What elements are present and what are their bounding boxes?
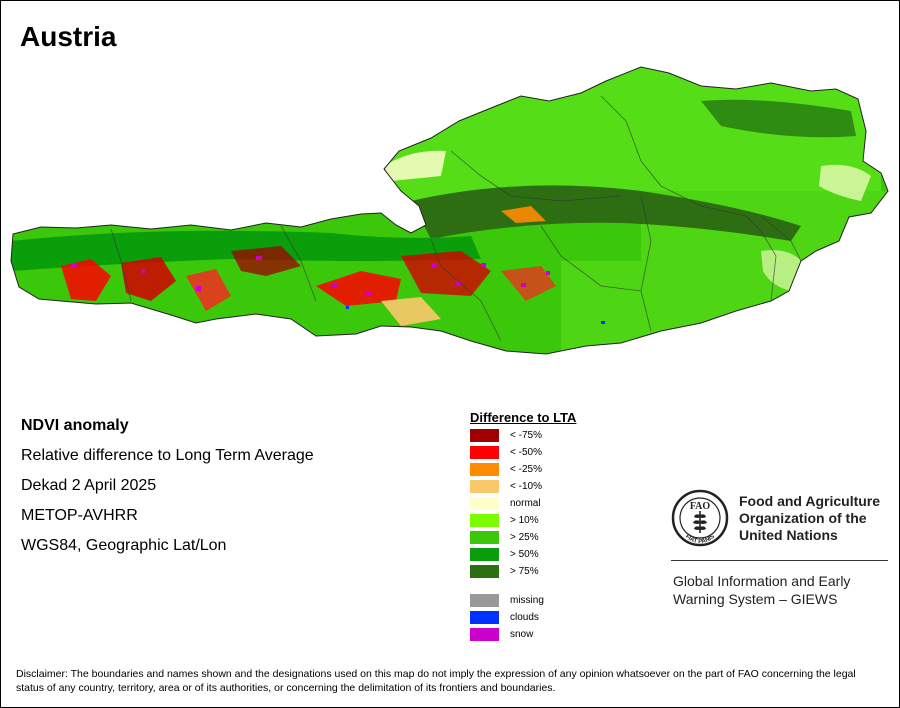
map-info-block: NDVI anomaly Relative difference to Long… (21, 415, 314, 565)
giews-name: Global Information and Early Warning Sys… (673, 572, 850, 608)
legend-label: missing (510, 595, 544, 606)
legend-label: < -50% (510, 447, 542, 458)
legend-swatch (470, 429, 499, 442)
legend-title: Difference to LTA (470, 410, 577, 425)
legend-swatch (470, 480, 499, 493)
legend-other-classes: missing clouds snow (470, 593, 576, 644)
legend-row: < -10% (470, 479, 576, 496)
legend-label: clouds (510, 612, 539, 623)
legend-swatch (470, 548, 499, 561)
legend-row: snow (470, 627, 576, 644)
legend-classes: < -75% < -50% < -25% < -10% normal > 10% > 25%… (470, 428, 576, 581)
fao-emblem-icon: FAO FIAT PANIS (671, 489, 729, 547)
legend-row: missing (470, 593, 576, 610)
emblem-letters: FAO (690, 501, 711, 512)
legend-label: > 10% (510, 515, 539, 526)
legend-row: < -75% (470, 428, 576, 445)
legend-label: < -10% (510, 481, 542, 492)
legend-label: > 25% (510, 532, 539, 543)
legend-row: < -50% (470, 445, 576, 462)
giews-line2: Warning System – GIEWS (673, 591, 838, 607)
legend-swatch (470, 611, 499, 624)
fao-name-line1: Food and Agriculture (739, 493, 881, 509)
product-description: Relative difference to Long Term Average (21, 447, 314, 464)
raster-dark-belt (411, 185, 801, 241)
emblem-motto: FIAT PANIS (684, 534, 716, 545)
fao-divider (671, 560, 888, 561)
austria-ndvi-map (10, 66, 889, 355)
raster-negative-anomalies (61, 206, 556, 326)
legend-row: normal (470, 496, 576, 513)
legend-swatch (470, 565, 499, 578)
legend-row: > 25% (470, 530, 576, 547)
period-label: Dekad 2 April 2025 (21, 477, 157, 494)
legend-swatch (470, 463, 499, 476)
fao-name-line2: Organization of the (739, 510, 867, 526)
province-boundaries (110, 95, 802, 342)
legend-row: > 50% (470, 547, 576, 564)
legend-row: < -25% (470, 462, 576, 479)
legend-label: normal (510, 498, 541, 509)
legend-label: < -25% (510, 464, 542, 475)
legend-swatch (470, 497, 499, 510)
legend-swatch (470, 594, 499, 607)
disclaimer-text: Disclaimer: The boundaries and names sho… (16, 668, 856, 694)
giews-line1: Global Information and Early (673, 573, 851, 589)
sensor-label: METOP-AVHRR (21, 507, 138, 524)
legend-label: > 50% (510, 549, 539, 560)
legend-swatch (470, 514, 499, 527)
legend-swatch (470, 531, 499, 544)
raster-snow (71, 256, 550, 296)
legend-gap (470, 581, 576, 593)
raster-waldviertel (701, 99, 856, 138)
legend-swatch (470, 446, 499, 459)
legend-row: clouds (470, 610, 576, 627)
legend-label: < -75% (510, 430, 542, 441)
raster-clouds (346, 306, 605, 324)
product-name: NDVI anomaly (21, 417, 129, 434)
map-title: Austria (20, 21, 117, 52)
fao-name-line3: United Nations (739, 527, 838, 543)
legend-row: > 75% (470, 564, 576, 581)
raster-normal-east (819, 164, 871, 201)
legend-label: snow (510, 629, 534, 640)
legend: Difference to LTA < -75% < -50% < -25% < -1… (470, 410, 576, 644)
legend-label: > 75% (510, 566, 539, 577)
legend-swatch (470, 628, 499, 641)
legend-row: > 10% (470, 513, 576, 530)
fao-organization-name: Food and Agriculture Organization of the… (739, 493, 880, 544)
projection-label: WGS84, Geographic Lat/Lon (21, 537, 227, 554)
raster-normal-north (384, 150, 446, 181)
